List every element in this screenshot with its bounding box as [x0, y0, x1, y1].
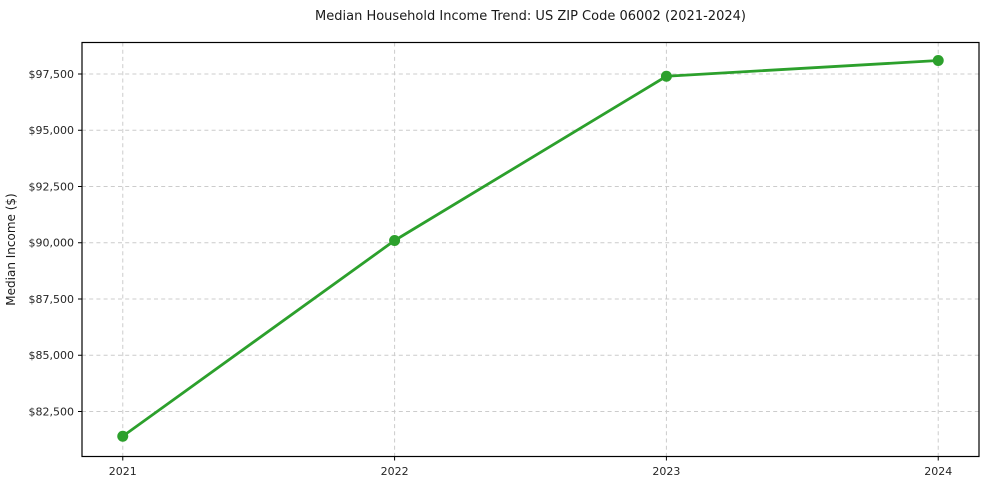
trend-line	[121, 59, 940, 438]
grid-layer	[82, 42, 979, 457]
data-point	[117, 430, 129, 442]
x-tick-label: 2021	[109, 465, 137, 478]
y-tick-label: $87,500	[29, 293, 75, 306]
y-tick-label: $97,500	[29, 68, 75, 81]
y-tick-label: $95,000	[29, 124, 75, 137]
series-layer	[117, 55, 944, 442]
plot-frame	[81, 41, 980, 458]
y-axis-label: Median Income ($)	[4, 193, 18, 305]
x-tick-label: 2022	[381, 465, 409, 478]
x-tick-label: 2023	[652, 465, 680, 478]
y-tick-label: $82,500	[29, 405, 75, 418]
y-tick-label: $92,500	[29, 180, 75, 193]
data-point	[660, 70, 672, 82]
axes-layer: $82,500 $85,000 $87,500 $90,000 $92,500 $95,0…	[29, 41, 980, 478]
y-tick-label: $85,000	[29, 349, 75, 362]
chart-title: Median Household Income Trend: US ZIP Co…	[315, 9, 746, 24]
data-point	[389, 235, 401, 246]
data-point	[932, 55, 944, 66]
x-tick-label: 2024	[924, 465, 952, 478]
y-tick-label: $90,000	[29, 237, 75, 250]
